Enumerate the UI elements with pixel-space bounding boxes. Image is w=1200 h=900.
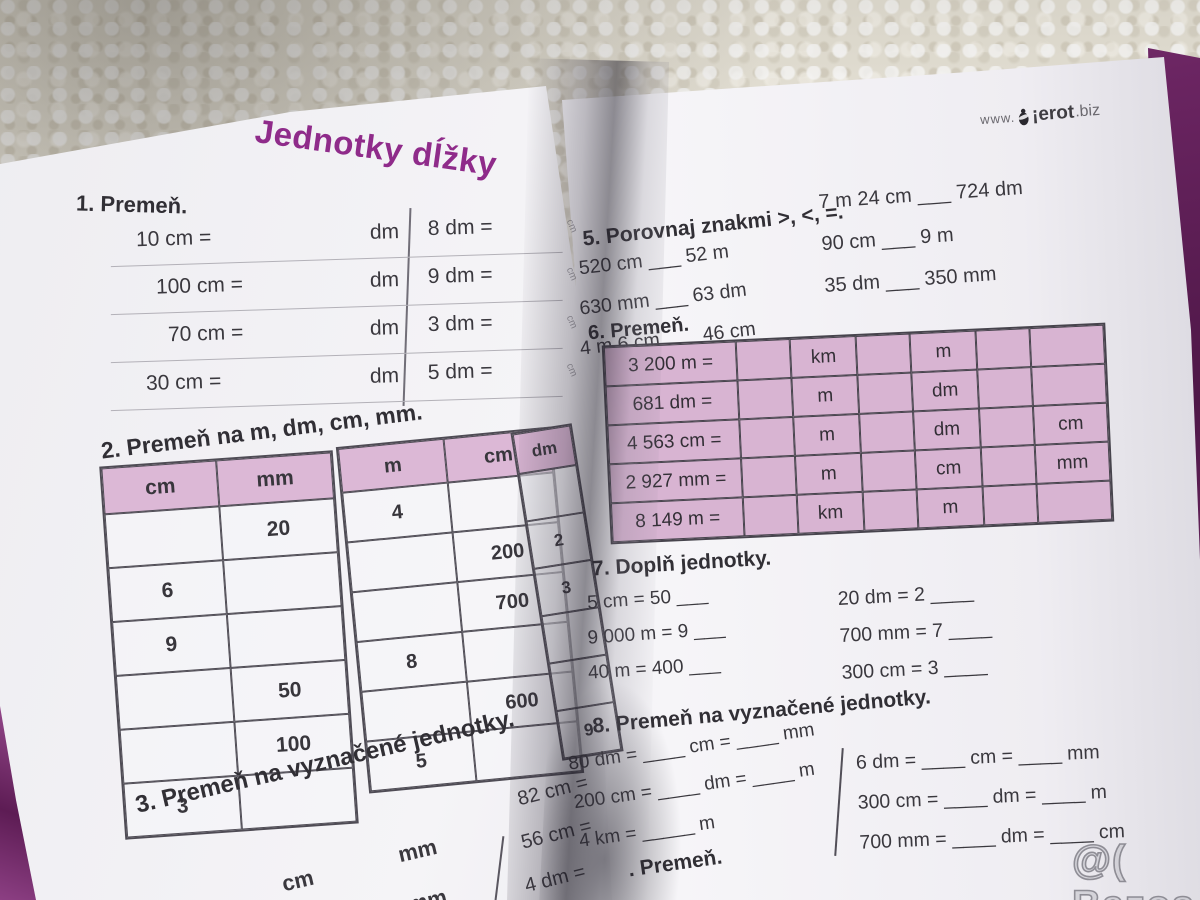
answer-cell xyxy=(862,489,919,531)
unit-cell xyxy=(1036,480,1113,523)
section6-conversion-table: 3 200 m = km m 681 dm = m dm xyxy=(601,322,1115,545)
unit-label-cm: cm xyxy=(279,864,317,897)
section7-left-column: 5 cm = 50 ___ 9 000 m = 9 ___ 40 m = 400 _… xyxy=(583,583,730,698)
answer-cell xyxy=(978,406,1035,448)
unit-cell: km xyxy=(796,491,865,534)
row-label-cell: 681 dm = xyxy=(605,380,740,426)
answer-cell xyxy=(741,455,797,498)
table-cell: 6 xyxy=(108,560,227,623)
fill-unit-item: 700 mm = 7 ____ xyxy=(839,617,993,647)
target-unit-label: dm xyxy=(369,268,400,292)
section5-right-column: 7 m 24 cm ___ 724 dm 90 cm ___ 9 m 35 dm _… xyxy=(818,177,1031,317)
answer-cell xyxy=(735,339,792,381)
answer-cell xyxy=(982,483,1039,526)
answer-cell xyxy=(737,377,794,420)
answer-cell xyxy=(857,372,914,414)
logo-tld: .biz xyxy=(1074,101,1101,121)
page-title: Jednotky dĺžky xyxy=(252,112,500,183)
unit-cell: m xyxy=(794,452,863,495)
unit-cell: dm xyxy=(911,369,979,412)
conversion-question: 70 cm = xyxy=(167,320,244,347)
answer-cell xyxy=(739,416,795,459)
logo-name: ¡erot xyxy=(1031,101,1075,126)
section8-column-divider xyxy=(834,748,844,856)
section1-exercise-grid: 10 cm = dm 8 dm = cm 100 cm = dm 9 dm = … xyxy=(109,204,579,412)
unit-cell: m xyxy=(909,330,978,373)
section3-column-divider xyxy=(493,836,505,900)
table-cell xyxy=(115,667,235,730)
row-label-cell: 3 200 m = xyxy=(603,341,738,387)
comparison-item: 35 dm ___ 350 mm xyxy=(823,263,998,298)
comparison-item: 7 m 24 cm ___ 724 dm xyxy=(817,177,1024,214)
conversion-question-right: 8 dm = xyxy=(427,215,493,241)
unit-label-mm-clipped: mm xyxy=(406,884,450,900)
conversion-chain-item: 6 dm = ____ cm = ____ mm xyxy=(855,741,1101,774)
conversion-question-right: 3 dm = xyxy=(427,311,493,337)
conversion-question-right: 5 dm = xyxy=(427,359,493,385)
comparison-item: 90 cm ___ 9 m xyxy=(820,223,955,256)
conversion-question-right: 9 dm = xyxy=(427,263,493,289)
clipped-unit-fragment: cm xyxy=(563,361,579,379)
conversion-question: 100 cm = xyxy=(155,272,244,299)
table-cell: 20 xyxy=(219,498,338,561)
unit-cell: m xyxy=(793,413,861,456)
unit-cell xyxy=(1031,363,1107,407)
table-header-cell: cm xyxy=(101,460,220,515)
table-cell xyxy=(226,606,346,668)
logo-www-prefix: www. xyxy=(979,109,1016,127)
unit-cell: km xyxy=(789,336,858,378)
target-unit-label: dm xyxy=(369,220,400,244)
clipped-unit-fragment: cm xyxy=(563,217,579,235)
unit-cell: dm xyxy=(913,408,981,451)
fill-unit-item: 5 cm = 50 ___ xyxy=(586,584,709,614)
fill-unit-item: 20 dm = 2 ____ xyxy=(837,580,975,611)
table-cell xyxy=(104,506,224,569)
unit-cell: cm xyxy=(1032,402,1109,445)
comparison-item: 630 mm ___ 63 dm xyxy=(578,278,748,320)
section7-right-column: 20 dm = 2 ____ 700 mm = 7 ____ 300 cm = 3 … xyxy=(837,580,995,699)
table-cell: 50 xyxy=(230,659,350,722)
target-unit-label: dm xyxy=(369,364,400,388)
unit-cell: m xyxy=(916,486,985,529)
row-label-cell: 4 563 cm = xyxy=(607,419,742,465)
table-cell: 9 xyxy=(112,614,231,676)
bazos-watermark: @( Bazos.sk xyxy=(1071,837,1200,900)
unit-label-mm: mm xyxy=(395,833,440,868)
answer-cell xyxy=(855,333,912,375)
row-label-cell: 8 149 m = xyxy=(610,497,745,543)
answer-cell xyxy=(975,328,1032,370)
conversion-chain-item: 300 cm = ____ dm = ____ m xyxy=(857,780,1108,814)
answer-cell xyxy=(980,444,1037,487)
fill-unit-item: 300 cm = 3 ____ xyxy=(841,654,988,684)
unit-cell: mm xyxy=(1034,441,1111,484)
unit-cell: cm xyxy=(914,447,983,490)
table-header-cell: mm xyxy=(216,452,335,507)
answer-cell xyxy=(859,411,915,453)
answer-cell xyxy=(977,367,1033,409)
section7-heading: 7. Doplň jednotky. xyxy=(591,546,772,581)
table-cell xyxy=(223,552,342,615)
target-unit-label: dm xyxy=(369,316,400,340)
pierot-bee-icon xyxy=(1018,108,1029,125)
conversion-question: 10 cm = xyxy=(135,225,212,252)
fill-unit-item: 40 m = 400 ___ xyxy=(587,653,722,684)
answer-cell xyxy=(742,494,799,537)
publisher-logo: www. ¡erot .biz xyxy=(979,100,1101,130)
unit-cell xyxy=(1029,324,1106,368)
unit-cell: m xyxy=(791,374,860,417)
row-label-cell: 2 927 mm = xyxy=(609,458,743,504)
fill-unit-item: 9 000 m = 9 ___ xyxy=(586,618,726,649)
answer-cell xyxy=(860,450,917,492)
conversion-question: 30 cm = xyxy=(145,369,222,395)
